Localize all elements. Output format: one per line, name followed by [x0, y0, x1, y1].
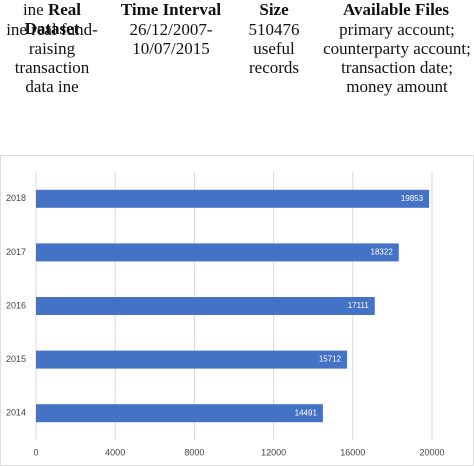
- x-tick-label: 8000: [184, 447, 204, 457]
- x-tick-label: 20000: [419, 447, 444, 457]
- bar: [36, 404, 323, 423]
- table-cell: 510476 useful records: [248, 20, 300, 77]
- y-tick-label: 2016: [6, 300, 26, 310]
- x-tick-label: 12000: [261, 447, 286, 457]
- y-tick-label: 2014: [6, 408, 26, 418]
- bar: [36, 243, 399, 262]
- x-tick-label: 4000: [105, 447, 125, 457]
- table: ine Real Dataset Time Interval Size Avai…: [0, 0, 474, 150]
- bar: [36, 189, 430, 208]
- data-label: 17111: [348, 301, 370, 310]
- header-cell: Size: [259, 0, 289, 19]
- y-tick-label: 2017: [6, 247, 26, 257]
- x-tick-label: 0: [33, 447, 38, 457]
- header-text: Real Dataset: [24, 0, 82, 38]
- x-tick-label: 16000: [340, 447, 365, 457]
- data-label: 14491: [295, 408, 318, 417]
- table-cell: primary account; counterparty account; t…: [323, 20, 471, 96]
- table-cell: 26/12/2007-10/07/2015: [129, 20, 213, 58]
- header-cell: Available Files: [343, 0, 449, 19]
- bar: [36, 297, 375, 315]
- data-label: 15712: [319, 355, 342, 364]
- header-cell: Time Interval: [120, 0, 222, 19]
- header-cell: ine Real Dataset: [0, 0, 104, 38]
- y-tick-label: 2018: [6, 193, 26, 203]
- table-cell: ine real fund-raising transaction data i…: [6, 20, 98, 96]
- header-text: ine: [22, 0, 44, 19]
- chart: 0 4000 8000 12000 16000 20000 2018 19853 2017 183…: [0, 155, 474, 466]
- bar: [36, 350, 348, 369]
- y-tick-label: 2015: [6, 354, 26, 364]
- data-label: 18322: [371, 248, 394, 257]
- data-label: 19853: [401, 194, 424, 203]
